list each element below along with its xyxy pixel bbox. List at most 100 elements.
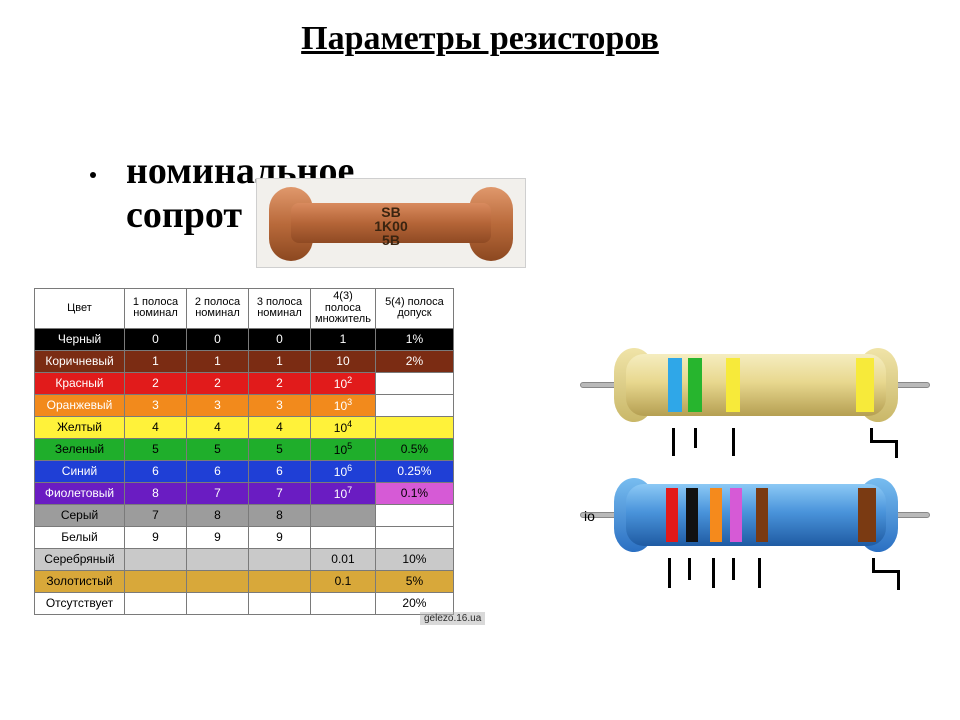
value-cell: 1 (249, 350, 311, 372)
value-cell (249, 548, 311, 570)
resistor-label-1: SB (257, 205, 525, 219)
value-cell (125, 570, 187, 592)
tolerance-cell (375, 504, 453, 526)
tolerance-cell: 2% (375, 350, 453, 372)
color-name-cell: Коричневый (35, 350, 125, 372)
th-1: 1 полоса номинал (125, 289, 187, 329)
value-cell: 0.1 (311, 570, 376, 592)
color-name-cell: Зеленый (35, 438, 125, 460)
tick-icon (672, 428, 675, 456)
value-cell: 3 (249, 394, 311, 416)
resistor-bottom (626, 484, 886, 546)
value-cell: 6 (187, 460, 249, 482)
value-cell: 5 (187, 438, 249, 460)
color-name-cell: Синий (35, 460, 125, 482)
color-name-cell: Красный (35, 372, 125, 394)
th-color: Цвет (35, 289, 125, 329)
table-row: Желтый444104 (35, 416, 454, 438)
value-cell: 103 (311, 394, 376, 416)
tick-icon (688, 558, 691, 580)
value-cell (311, 592, 376, 614)
value-cell: 4 (187, 416, 249, 438)
value-cell: 7 (249, 482, 311, 504)
resistor-top (626, 354, 886, 416)
tolerance-cell: 0.25% (375, 460, 453, 482)
value-cell: 2 (249, 372, 311, 394)
value-cell (125, 592, 187, 614)
tolerance-cell (375, 394, 453, 416)
tolerance-cell: 0.5% (375, 438, 453, 460)
value-cell (311, 504, 376, 526)
value-cell: 105 (311, 438, 376, 460)
tick-icon (897, 570, 900, 590)
value-cell: 5 (125, 438, 187, 460)
table-row: Оранжевый333103 (35, 394, 454, 416)
value-cell: 5 (249, 438, 311, 460)
tick-icon (895, 440, 898, 458)
value-cell: 3 (187, 394, 249, 416)
value-cell: 6 (249, 460, 311, 482)
color-band (686, 488, 698, 542)
watermark: gelezo.16.ua (420, 612, 485, 625)
value-cell: 8 (249, 504, 311, 526)
value-cell: 6 (125, 460, 187, 482)
value-cell: 7 (125, 504, 187, 526)
value-cell: 2 (187, 372, 249, 394)
io-label: io (584, 508, 595, 524)
color-name-cell: Белый (35, 526, 125, 548)
color-band (668, 358, 682, 412)
value-cell (187, 592, 249, 614)
color-band (756, 488, 768, 542)
value-cell: 0 (125, 328, 187, 350)
table-row: Красный222102 (35, 372, 454, 394)
th-2: 2 полоса номинал (187, 289, 249, 329)
tick-icon (870, 440, 898, 443)
color-name-cell: Серебряный (35, 548, 125, 570)
resistor-photo: SB 1K00 5B (256, 178, 526, 268)
tolerance-cell: 5% (375, 570, 453, 592)
tick-icon (694, 428, 697, 448)
value-cell: 2 (125, 372, 187, 394)
value-cell: 0 (249, 328, 311, 350)
table-row: Серебряный0.0110% (35, 548, 454, 570)
value-cell: 3 (125, 394, 187, 416)
value-cell (249, 570, 311, 592)
value-cell (125, 548, 187, 570)
value-cell: 9 (187, 526, 249, 548)
color-band (726, 358, 740, 412)
tolerance-cell (375, 526, 453, 548)
th-5: 5(4) полоса допуск (375, 289, 453, 329)
value-cell: 9 (249, 526, 311, 548)
value-cell: 4 (249, 416, 311, 438)
value-cell (249, 592, 311, 614)
table-row: Черный00011% (35, 328, 454, 350)
value-cell: 7 (187, 482, 249, 504)
value-cell: 0 (187, 328, 249, 350)
table-row: Синий6661060.25% (35, 460, 454, 482)
table-row: Отсутствует20% (35, 592, 454, 614)
value-cell: 1 (311, 328, 376, 350)
tolerance-cell (375, 372, 453, 394)
th-3: 3 полоса номинал (249, 289, 311, 329)
color-name-cell: Золотистый (35, 570, 125, 592)
value-cell: 9 (125, 526, 187, 548)
value-cell: 10 (311, 350, 376, 372)
tick-icon (872, 570, 900, 573)
color-band (858, 488, 876, 542)
tolerance-cell: 0.1% (375, 482, 453, 504)
value-cell (187, 548, 249, 570)
tolerance-cell: 10% (375, 548, 453, 570)
value-cell: 8 (125, 482, 187, 504)
page-title: Параметры резисторов (301, 20, 659, 58)
value-cell (311, 526, 376, 548)
value-cell: 4 (125, 416, 187, 438)
table-header-row: Цвет 1 полоса номинал 2 полоса номинал 3… (35, 289, 454, 329)
color-band (666, 488, 678, 542)
value-cell (187, 570, 249, 592)
table-row: Фиолетовый8771070.1% (35, 482, 454, 504)
table-row: Зеленый5551050.5% (35, 438, 454, 460)
value-cell: 8 (187, 504, 249, 526)
value-cell: 107 (311, 482, 376, 504)
color-name-cell: Серый (35, 504, 125, 526)
color-band (856, 358, 874, 412)
